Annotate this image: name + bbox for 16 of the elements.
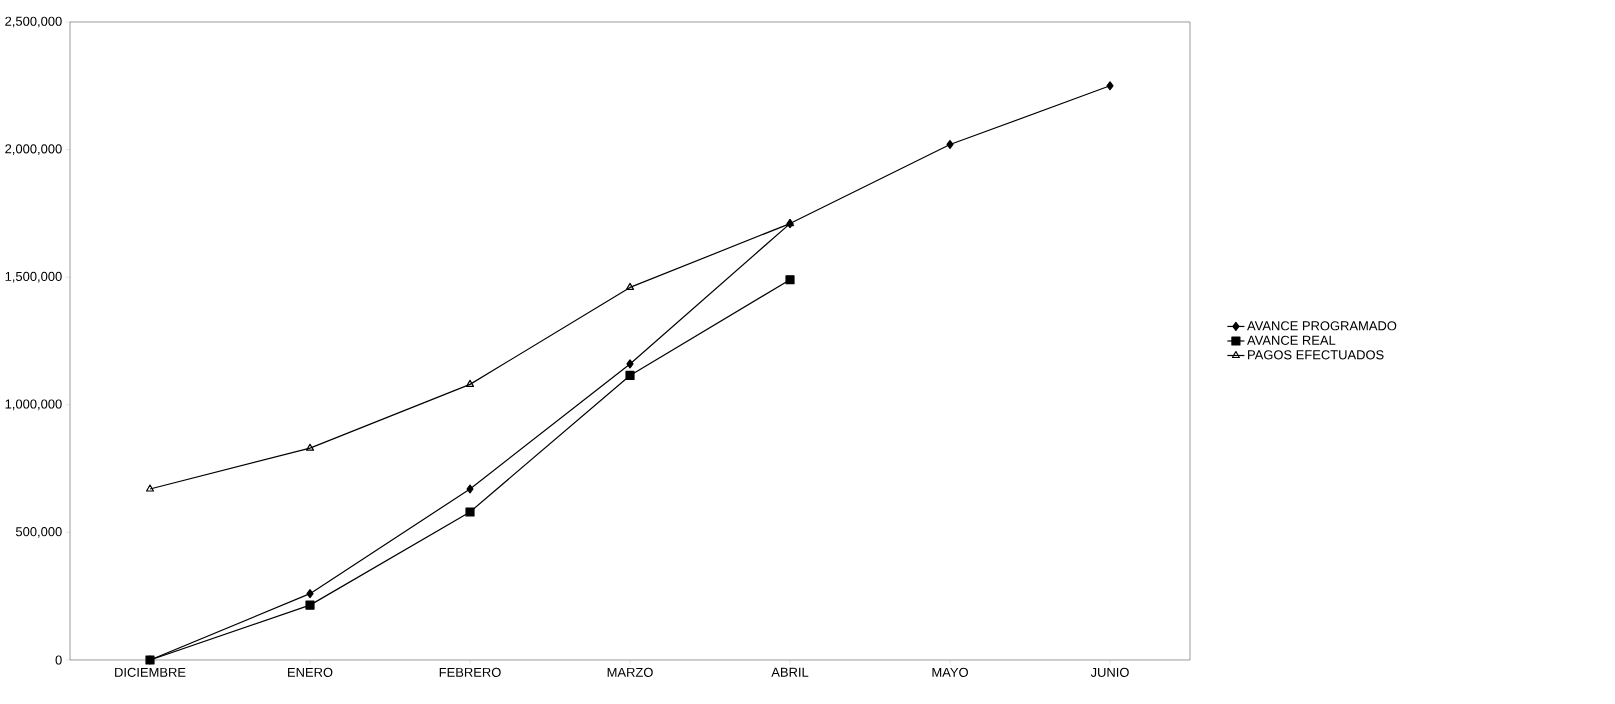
x-tick-label: FEBRERO [439, 667, 501, 677]
legend-label: AVANCE REAL [1247, 335, 1336, 345]
x-tick-label: ENERO [288, 667, 333, 677]
y-tick-label: 2,000,000 [5, 144, 62, 155]
x-tick-label: JUNIO [1090, 667, 1129, 677]
x-tick-label: MARZO [607, 667, 653, 677]
x-tick-label: MAYO [932, 667, 968, 677]
x-tick-label: DICIEMBRE [115, 667, 186, 677]
legend-label: AVANCE PROGRAMADO [1247, 321, 1397, 331]
y-tick-label: 0 [55, 655, 62, 665]
y-tick-label: 500,000 [15, 527, 62, 538]
legend-label: PAGOS EFECTUADOS [1248, 350, 1384, 360]
y-tick-label: 1,500,000 [5, 271, 62, 283]
y-tick-label: 1,000,000 [5, 399, 62, 411]
y-tick-label: 2,500,000 [5, 16, 62, 28]
x-tick-label: ABRIL [771, 667, 809, 677]
